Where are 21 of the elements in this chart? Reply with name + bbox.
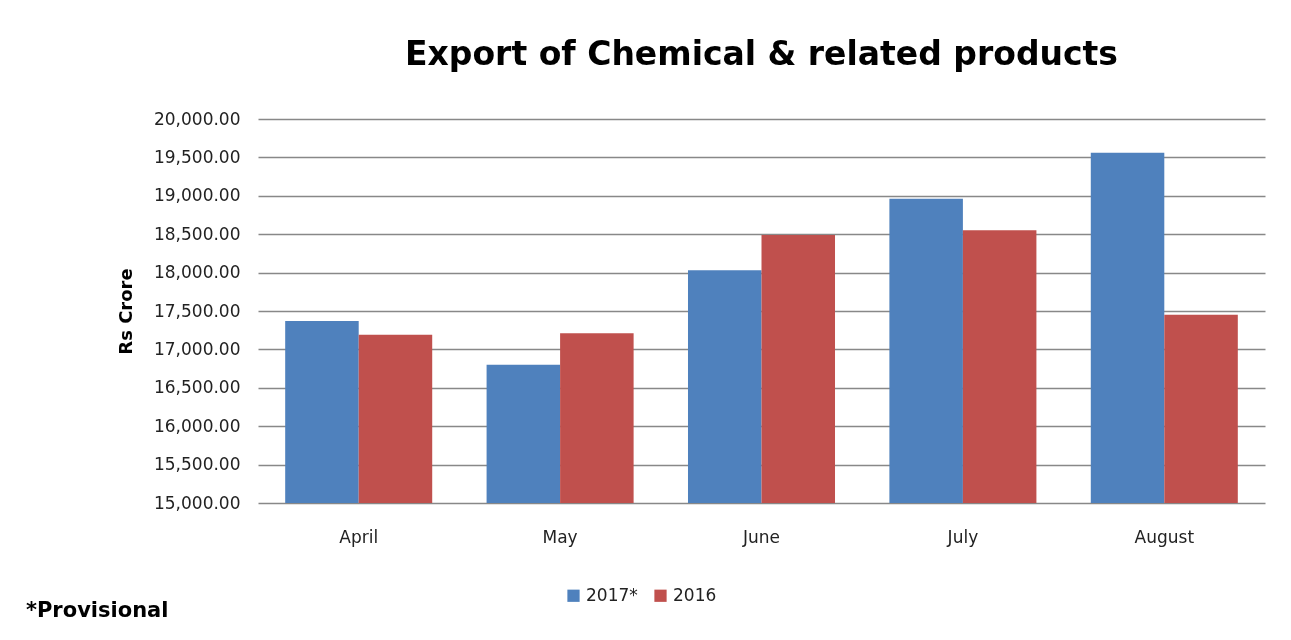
x-tick-label: July bbox=[946, 526, 979, 547]
y-tick-label: 19,500.00 bbox=[153, 146, 241, 167]
chart-title: Export of Chemical & related products bbox=[404, 34, 1119, 73]
x-tick-label: August bbox=[1134, 526, 1195, 547]
y-tick-label: 20,000.00 bbox=[153, 108, 241, 129]
y-axis-title: Rs Crore bbox=[114, 268, 136, 355]
y-tick-label: 18,500.00 bbox=[153, 223, 241, 244]
legend-label: 2017* bbox=[586, 584, 638, 605]
y-tick-label: 18,000.00 bbox=[153, 262, 241, 283]
y-tick-label: 17,000.00 bbox=[153, 338, 241, 359]
x-tick-label: June bbox=[741, 526, 781, 547]
y-tick-label: 17,500.00 bbox=[153, 300, 241, 321]
y-tick-label: 16,500.00 bbox=[153, 377, 241, 398]
y-tick-label: 15,500.00 bbox=[153, 454, 241, 475]
y-tick-label: 19,000.00 bbox=[153, 185, 241, 206]
x-tick-label: May bbox=[542, 526, 578, 547]
y-tick-label: 16,000.00 bbox=[153, 415, 241, 436]
x-tick-label: April bbox=[339, 526, 379, 547]
text: *Provisional bbox=[26, 598, 169, 622]
y-tick-label: 15,000.00 bbox=[153, 492, 241, 513]
legend-label: 2016 bbox=[673, 584, 717, 605]
